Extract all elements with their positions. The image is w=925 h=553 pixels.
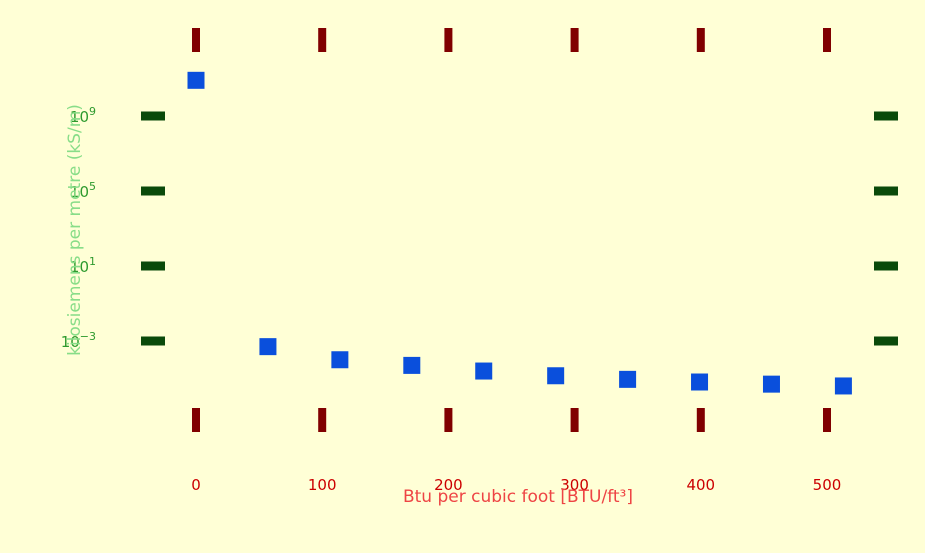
- y-tick-mark-right-1: [874, 261, 898, 271]
- y-tick-marks-left: [141, 111, 165, 346]
- y-tick-marks-right: [874, 111, 898, 346]
- y-tick-mark-right-2: [874, 186, 898, 196]
- x-tick-labels: 0 100 200 300 400 500: [191, 476, 841, 494]
- x-axis-title: Btu per cubic foot [BTU/ft³]: [403, 487, 633, 507]
- data-point-7: [691, 373, 709, 391]
- x-tick-label-4: 400: [686, 476, 715, 494]
- y-tick-mark-left-3: [141, 111, 165, 121]
- x-tick-mark-bottom-3: [570, 408, 579, 432]
- x-tick-marks-top: [192, 28, 831, 52]
- y-tick-mark-right-0: [874, 336, 898, 346]
- y-tick-mark-right-3: [874, 111, 898, 121]
- y-tick-label-1: 101: [70, 255, 96, 276]
- x-tick-label-1: 100: [308, 476, 337, 494]
- y-tick-mark-left-0: [141, 336, 165, 346]
- data-points: [187, 71, 852, 395]
- x-tick-label-3: 300: [560, 476, 589, 494]
- y-tick-label-2: 105: [70, 180, 96, 201]
- x-tick-mark-bottom-4: [696, 408, 705, 432]
- x-tick-label-2: 200: [434, 476, 463, 494]
- x-tick-mark-top-1: [318, 28, 327, 52]
- y-tick-mark-left-2: [141, 186, 165, 196]
- y-tick-label-0: 10−3: [61, 330, 96, 351]
- data-point-3: [403, 356, 421, 374]
- x-tick-mark-top-2: [444, 28, 453, 52]
- x-tick-mark-bottom-5: [823, 408, 831, 432]
- data-point-6: [619, 370, 637, 388]
- x-tick-mark-bottom-0: [192, 408, 200, 432]
- x-tick-label-5: 500: [813, 476, 842, 494]
- data-point-2: [331, 351, 349, 369]
- y-tick-label-3: 109: [70, 105, 96, 126]
- x-tick-mark-top-0: [192, 28, 200, 52]
- data-point-8: [762, 375, 780, 393]
- x-tick-mark-top-5: [823, 28, 831, 52]
- y-axis-title: kilosiemens per metre (kS/m): [65, 104, 85, 356]
- data-point-0: [187, 71, 205, 89]
- x-tick-label-0: 0: [191, 476, 201, 494]
- x-tick-mark-top-4: [696, 28, 705, 52]
- data-point-1: [259, 338, 277, 356]
- x-tick-mark-bottom-2: [444, 408, 453, 432]
- x-tick-marks-bottom: [192, 408, 831, 432]
- data-point-5: [547, 367, 565, 385]
- x-tick-mark-bottom-1: [318, 408, 327, 432]
- data-point-9: [834, 377, 852, 395]
- data-point-4: [475, 362, 493, 380]
- x-tick-mark-top-3: [570, 28, 579, 52]
- y-tick-mark-left-1: [141, 261, 165, 271]
- y-tick-labels: 10−3 101 105 109: [61, 105, 96, 351]
